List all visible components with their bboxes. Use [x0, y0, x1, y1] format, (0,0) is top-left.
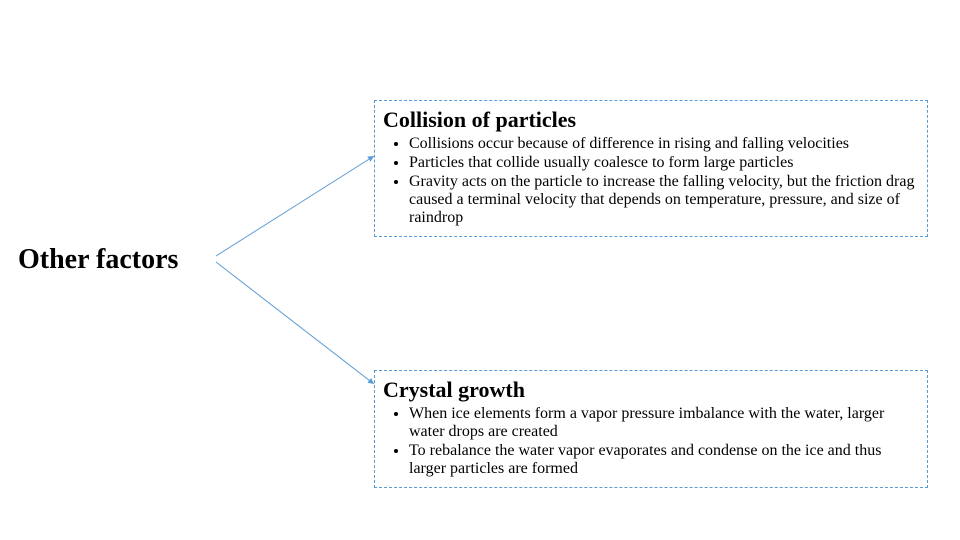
- connector-line: [216, 156, 374, 256]
- connector-lines: [0, 0, 960, 540]
- connector-line: [216, 262, 374, 384]
